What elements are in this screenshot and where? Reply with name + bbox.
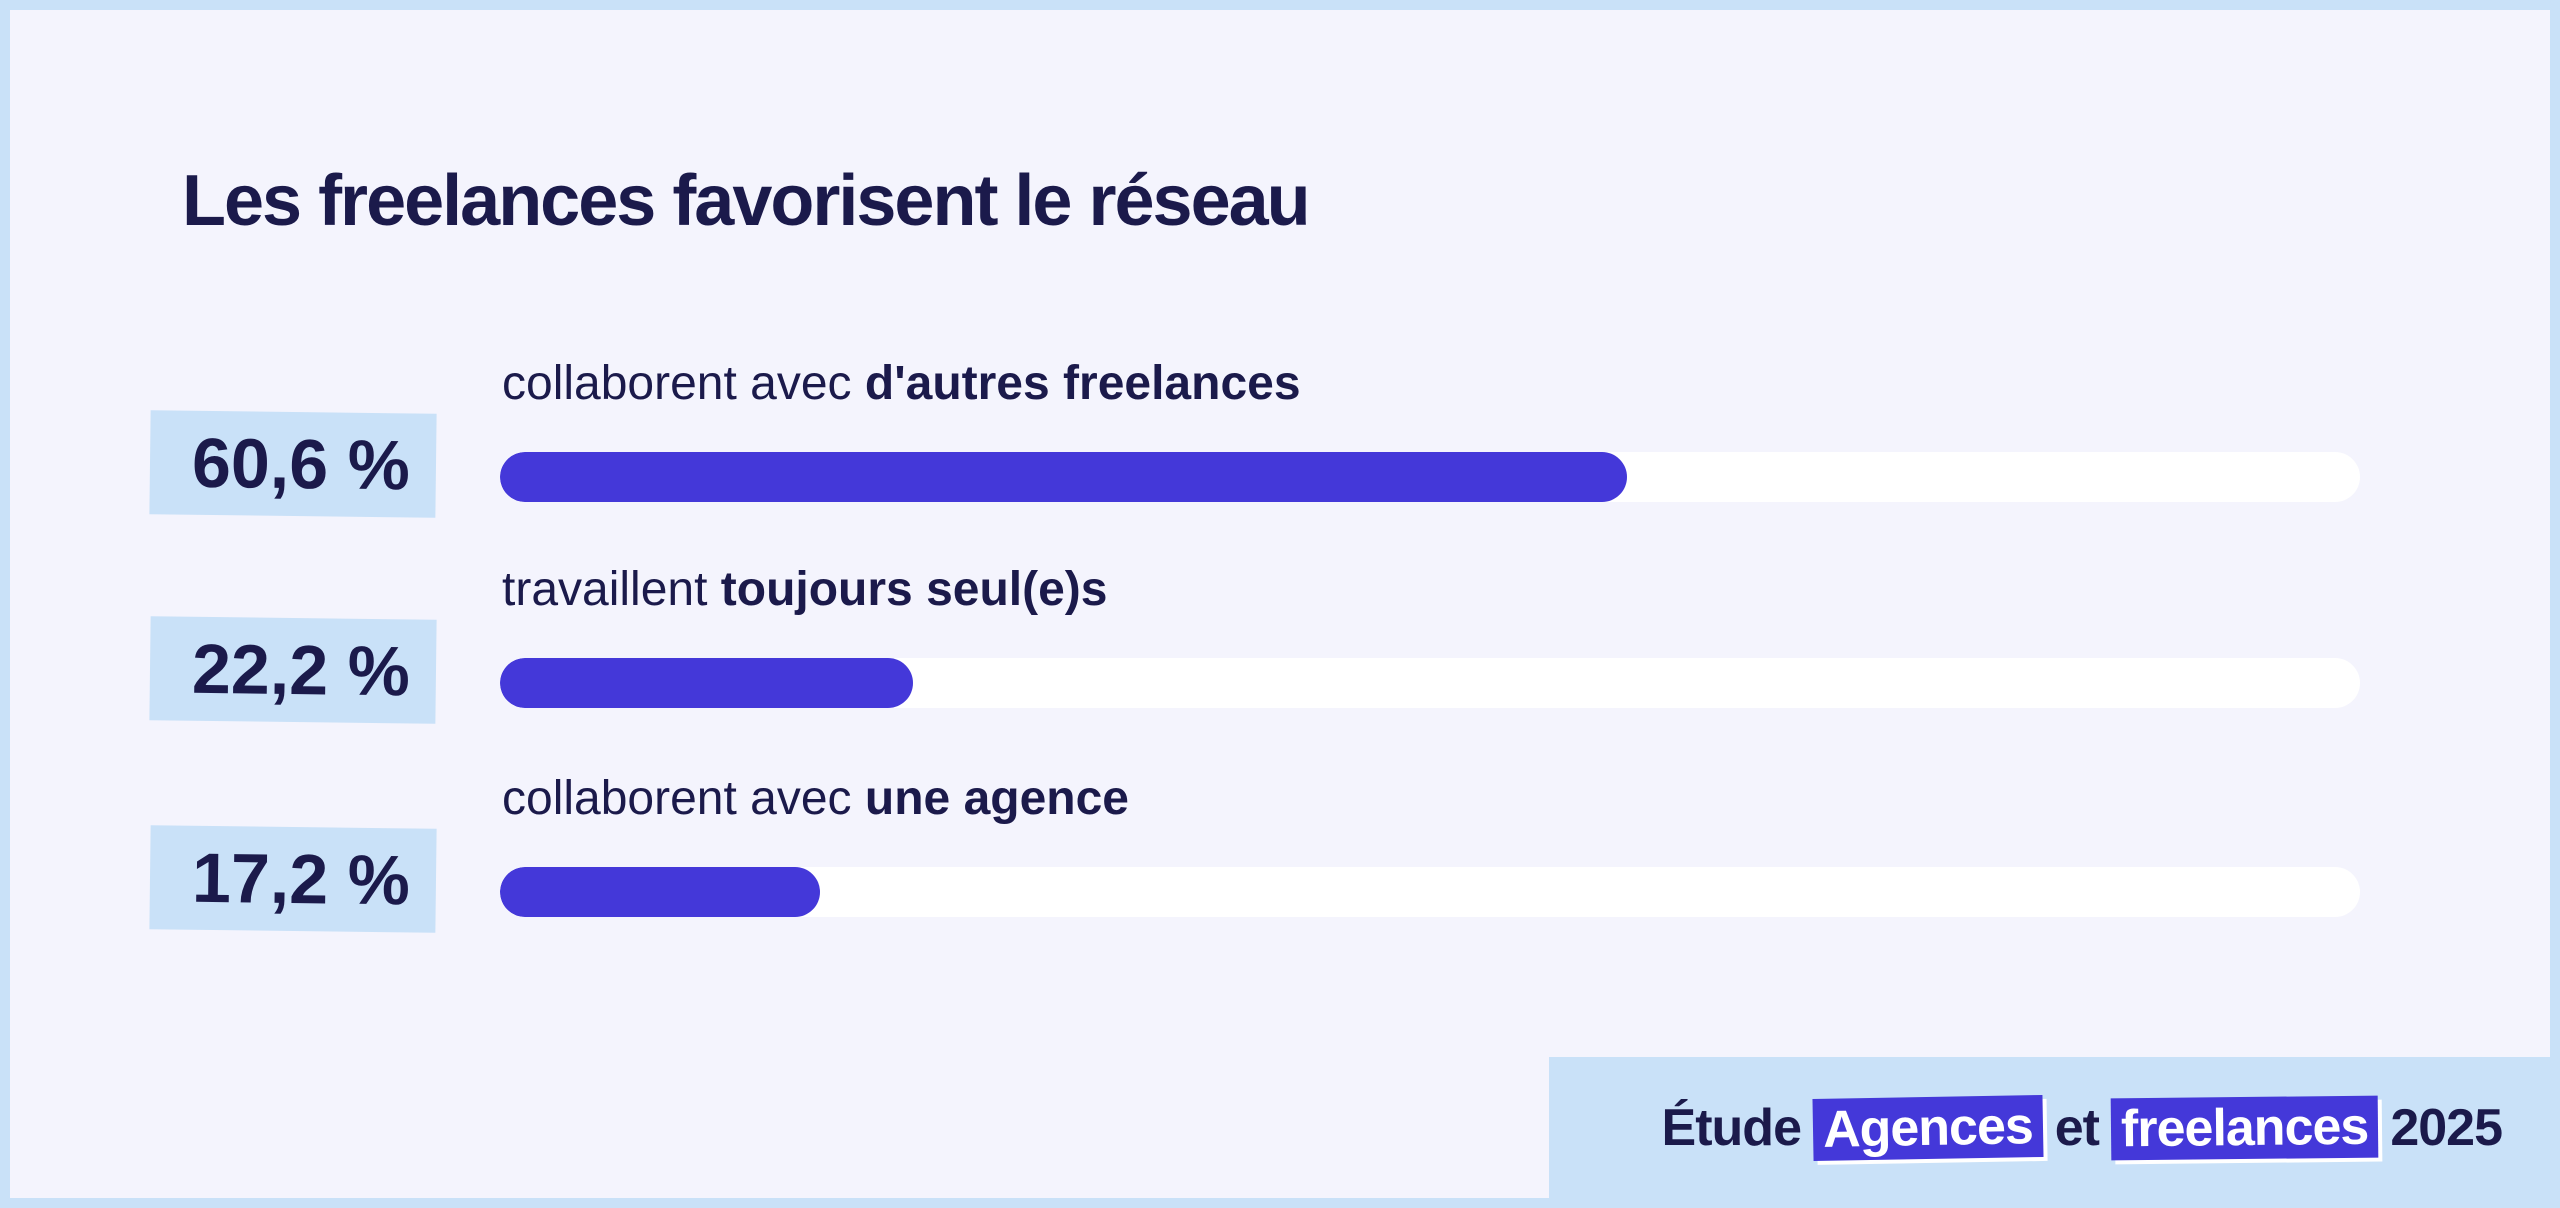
bar-label: travaillent toujours seul(e)s	[502, 562, 1107, 617]
bar-label-regular: collaborent avec	[502, 772, 865, 825]
bar-track	[500, 867, 2360, 917]
footer-highlight: Agences	[1812, 1094, 2044, 1161]
chart-card: Les freelances favorisent le réseau 60,6…	[10, 10, 2550, 1198]
bar-row: 60,6 % collaborent avec d'autres freelan…	[10, 328, 2550, 528]
bar	[500, 867, 820, 917]
bar-track	[500, 452, 2360, 502]
bar-row: 22,2 % travaillent toujours seul(e)s	[10, 534, 2550, 734]
footer-word: Étude	[1661, 1098, 1802, 1157]
bar-label-bold: une agence	[864, 772, 1129, 825]
bar-label-regular: travaillent	[502, 563, 721, 616]
value-label: 60,6 %	[149, 410, 437, 518]
chart-title: Les freelances favorisent le réseau	[182, 161, 1311, 241]
footer-year: 2025	[2390, 1098, 2503, 1157]
bar-label-bold: toujours seul(e)s	[720, 563, 1108, 616]
footer-word: et	[2054, 1098, 2100, 1157]
footer-highlight: freelances	[2110, 1095, 2379, 1160]
footer-brand: Étude Agences et freelances 2025	[1549, 1057, 2550, 1198]
value-label: 22,2 %	[149, 616, 437, 724]
bar-label: collaborent avec une agence	[502, 771, 1129, 826]
bar-row: 17,2 % collaborent avec une agence	[10, 743, 2550, 943]
bar-label-bold: d'autres freelances	[864, 357, 1301, 410]
bar-track	[500, 658, 2360, 708]
value-label: 17,2 %	[149, 825, 437, 933]
bar	[500, 452, 1628, 502]
bar-label: collaborent avec d'autres freelances	[502, 356, 1301, 411]
bar	[500, 658, 913, 708]
bar-label-regular: collaborent avec	[502, 357, 865, 410]
